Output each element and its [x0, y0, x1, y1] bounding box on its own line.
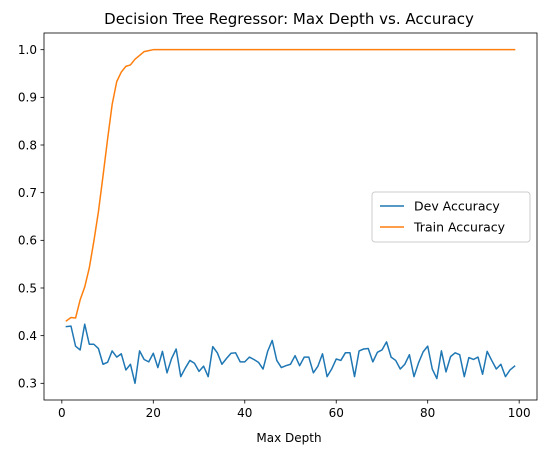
ticks-layer: 0 20 40 60 80 100 0.3 0.4 0.5 0.6 0.7 0.8 0.9 1.0 [18, 43, 531, 420]
legend-box [371, 191, 531, 243]
y-tick-label: 0.6 [18, 234, 37, 248]
y-tick-label: 1.0 [18, 43, 37, 57]
legend-label-0: Dev Accuracy [414, 199, 500, 214]
legend: Dev Accuracy Train Accuracy [371, 191, 531, 243]
y-tick-label: 0.8 [18, 138, 37, 152]
x-tick-label: 80 [420, 406, 435, 420]
plot-frame [43, 32, 538, 401]
x-axis-label: Max Depth [256, 431, 321, 445]
y-tick-label: 0.7 [18, 186, 37, 200]
y-tick-label: 0.9 [18, 91, 37, 105]
x-tick-label: 20 [146, 406, 161, 420]
x-tick-label: 100 [508, 406, 531, 420]
series-line-0 [65, 323, 516, 385]
y-tick-label: 0.4 [18, 329, 37, 343]
series-layer [65, 48, 516, 385]
legend-label-1: Train Accuracy [413, 220, 506, 235]
chart-title: Decision Tree Regressor: Max Depth vs. A… [104, 10, 474, 28]
series-line-1 [65, 48, 516, 322]
y-tick-label: 0.3 [18, 377, 37, 391]
x-tick-label: 40 [237, 406, 252, 420]
x-tick-label: 60 [329, 406, 344, 420]
x-tick-label: 0 [58, 406, 66, 420]
y-tick-label: 0.5 [18, 281, 37, 295]
